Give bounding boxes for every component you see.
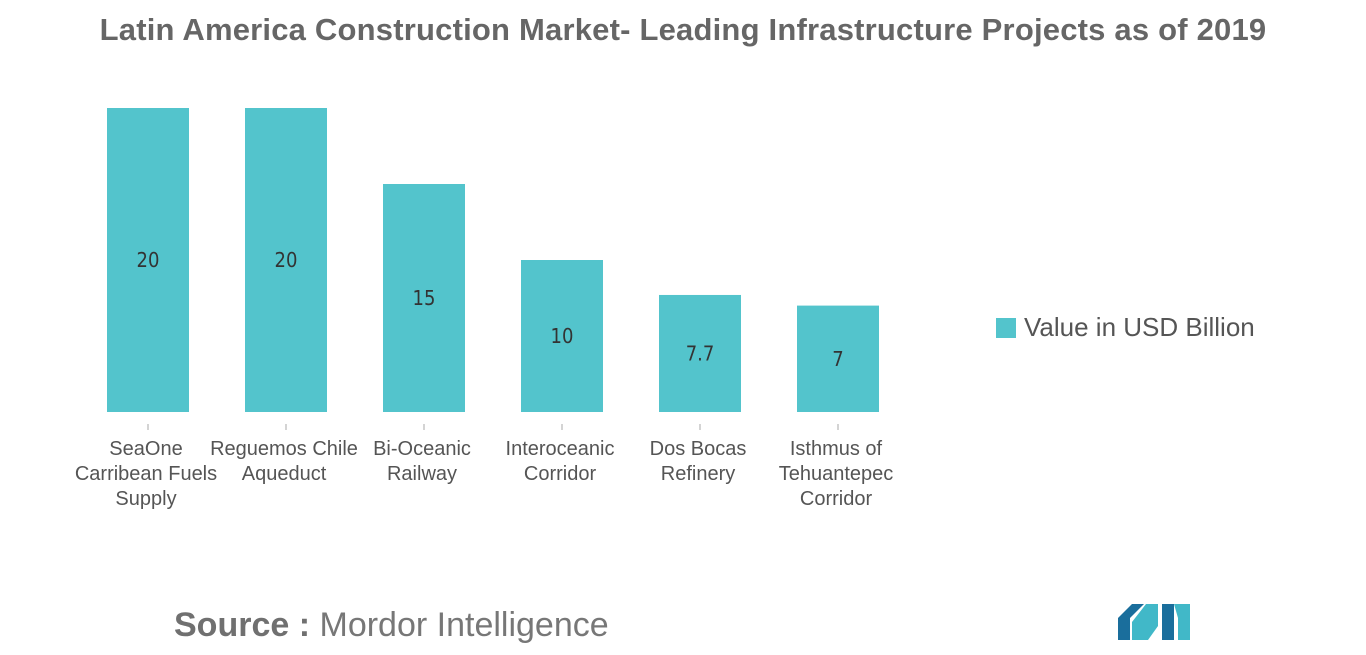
logo-shape-right: [1162, 604, 1174, 640]
bar-value-label-1: 20: [137, 248, 160, 272]
category-label-2: Reguemos Chile Aqueduct: [210, 438, 358, 485]
bar-value-label-5: 7.7: [686, 341, 715, 365]
bar-5: [659, 294, 741, 412]
source-note: Source : Mordor Intelligence: [174, 606, 609, 645]
bar-6: [797, 305, 879, 412]
bar-3: [383, 184, 465, 412]
bar-chart: 20 20 15 10 7.7 7 SeaOne Carribean Fuels Supply…: [74, 108, 894, 510]
bar-value-label-6: 7: [832, 347, 843, 371]
bar-value-label-2: 20: [275, 248, 298, 272]
source-prefix: Source :: [174, 606, 311, 644]
legend-label: Value in USD Billion: [1024, 312, 1255, 342]
bar-value-label-3: 15: [413, 286, 436, 310]
bar-2: [245, 108, 327, 412]
category-label-3: Bi-Oceanic Railway: [373, 438, 471, 485]
source-text: Mordor Intelligence: [319, 606, 609, 644]
bar-4: [521, 260, 603, 412]
logo-shape-middle: [1132, 604, 1158, 640]
logo-shape-accent: [1174, 604, 1190, 640]
bar-1: [107, 108, 189, 412]
chart-title: Latin America Construction Market- Leadi…: [99, 12, 1267, 47]
mordor-intelligence-logo: [1118, 604, 1190, 640]
category-label-5: Dos Bocas Refinery: [650, 438, 747, 485]
category-label-4: Interoceanic Corridor: [506, 438, 615, 485]
category-label-6: Isthmus of Tehuantepec Corridor: [779, 438, 894, 510]
category-label-1: SeaOne Carribean Fuels Supply: [75, 438, 217, 510]
logo-shape-left: [1118, 604, 1144, 640]
legend-swatch: [996, 317, 1016, 338]
bar-value-label-4: 10: [551, 324, 574, 348]
legend: Value in USD Billion: [996, 312, 1255, 343]
